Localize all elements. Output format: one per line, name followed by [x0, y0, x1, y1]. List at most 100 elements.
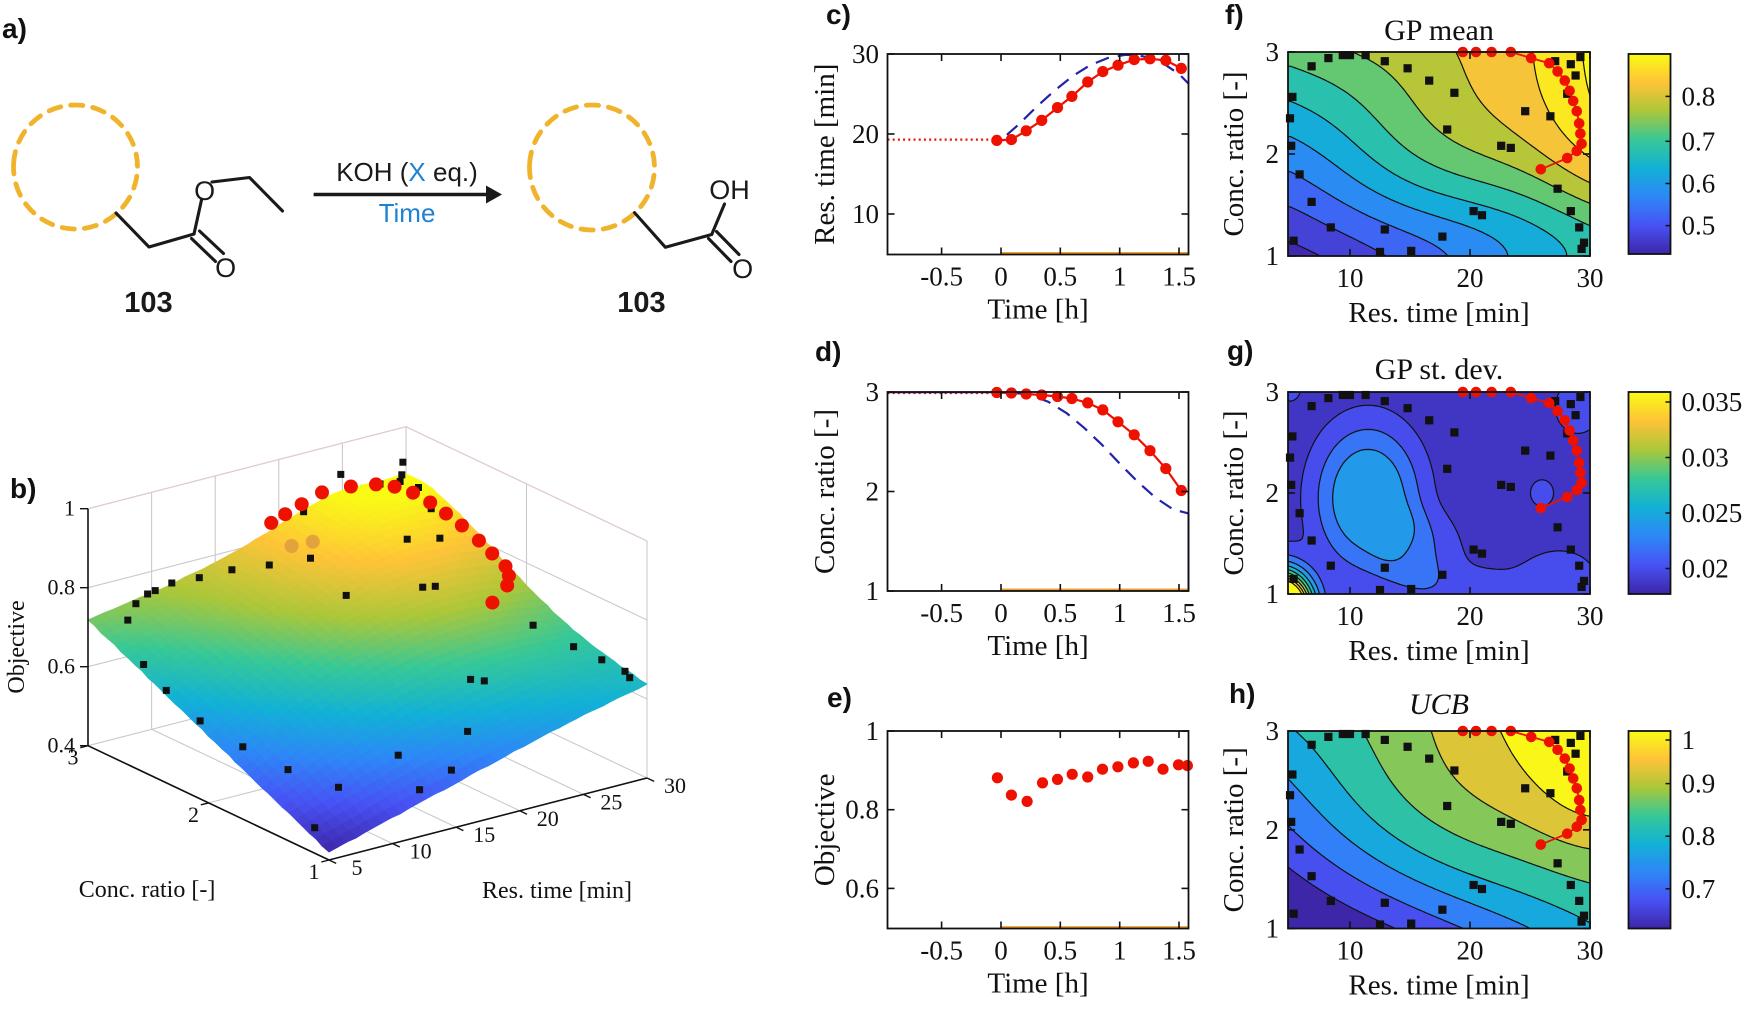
svg-text:30: 30 — [852, 39, 879, 69]
svg-text:0.035: 0.035 — [1682, 387, 1743, 417]
svg-text:2: 2 — [866, 477, 880, 507]
svg-text:O: O — [732, 254, 753, 284]
svg-text:UCB: UCB — [1409, 688, 1469, 721]
svg-text:0.8: 0.8 — [1682, 81, 1716, 111]
svg-text:e): e) — [827, 682, 852, 713]
svg-text:30: 30 — [1577, 601, 1604, 631]
svg-text:0.6: 0.6 — [48, 654, 76, 679]
svg-text:3: 3 — [1266, 377, 1280, 407]
svg-text:0.8: 0.8 — [48, 575, 76, 600]
svg-text:30: 30 — [664, 773, 686, 798]
svg-text:30: 30 — [1577, 936, 1604, 966]
svg-text:Conc. ratio [-]: Conc. ratio [-] — [79, 877, 216, 903]
svg-text:0.025: 0.025 — [1682, 498, 1743, 528]
svg-text:-0.5: -0.5 — [920, 262, 963, 292]
svg-text:1.5: 1.5 — [1162, 262, 1196, 292]
svg-text:Time [h]: Time [h] — [987, 630, 1088, 662]
svg-text:1: 1 — [1682, 725, 1696, 755]
svg-text:3: 3 — [1266, 37, 1280, 67]
svg-text:20: 20 — [1457, 263, 1484, 293]
svg-text:0.9: 0.9 — [1682, 769, 1716, 799]
svg-text:0.5: 0.5 — [1043, 936, 1077, 966]
svg-text:O: O — [215, 253, 236, 283]
svg-text:Objective: Objective — [809, 773, 841, 886]
svg-text:5: 5 — [352, 855, 363, 880]
svg-text:1.5: 1.5 — [1162, 598, 1196, 628]
svg-text:0.8: 0.8 — [1682, 821, 1716, 851]
svg-text:Conc. ratio [-]: Conc. ratio [-] — [809, 409, 841, 574]
svg-text:0.6: 0.6 — [1682, 169, 1716, 199]
svg-text:1: 1 — [1266, 241, 1280, 271]
svg-text:2: 2 — [1266, 478, 1280, 508]
svg-text:Res. time [min]: Res. time [min] — [1348, 970, 1529, 1002]
svg-text:0.5: 0.5 — [1043, 598, 1077, 628]
svg-text:d): d) — [815, 336, 841, 367]
svg-text:20: 20 — [537, 806, 559, 831]
svg-text:3: 3 — [68, 745, 79, 770]
svg-text:Res. time [min]: Res. time [min] — [482, 878, 632, 904]
svg-text:Conc. ratio [-]: Conc. ratio [-] — [1218, 410, 1250, 575]
svg-text:0.7: 0.7 — [1682, 874, 1716, 904]
svg-text:0.02: 0.02 — [1682, 554, 1729, 584]
svg-text:0.4: 0.4 — [48, 733, 76, 758]
svg-text:0: 0 — [994, 262, 1008, 292]
svg-text:Time [h]: Time [h] — [987, 968, 1088, 1000]
svg-text:1: 1 — [866, 576, 880, 606]
svg-text:10: 10 — [852, 199, 879, 229]
svg-text:103: 103 — [617, 287, 665, 319]
svg-text:0.03: 0.03 — [1682, 443, 1729, 473]
svg-text:b): b) — [10, 473, 36, 504]
svg-text:1: 1 — [1113, 262, 1127, 292]
svg-text:2: 2 — [1266, 815, 1280, 845]
svg-text:1: 1 — [309, 859, 320, 884]
svg-text:-0.5: -0.5 — [920, 598, 963, 628]
svg-text:Res. time [min]: Res. time [min] — [1348, 297, 1529, 329]
svg-text:30: 30 — [1577, 263, 1604, 293]
svg-text:1.5: 1.5 — [1162, 936, 1196, 966]
svg-text:2: 2 — [188, 802, 199, 827]
svg-text:c): c) — [826, 0, 851, 30]
svg-text:Res. time [min]: Res. time [min] — [809, 64, 841, 245]
svg-text:OH: OH — [709, 175, 750, 205]
svg-text:1: 1 — [1113, 598, 1127, 628]
svg-text:20: 20 — [1457, 936, 1484, 966]
svg-text:3: 3 — [1266, 716, 1280, 746]
svg-text:1: 1 — [1113, 936, 1127, 966]
svg-text:Time [h]: Time [h] — [987, 294, 1088, 326]
svg-text:0.6: 0.6 — [845, 873, 879, 903]
svg-text:103: 103 — [124, 287, 172, 319]
svg-text:h): h) — [1229, 678, 1255, 709]
svg-text:Time: Time — [379, 198, 436, 228]
svg-text:1: 1 — [1266, 914, 1280, 944]
svg-text:25: 25 — [600, 789, 622, 814]
svg-text:10: 10 — [1337, 936, 1364, 966]
svg-text:GP mean: GP mean — [1384, 14, 1494, 47]
svg-text:a): a) — [2, 13, 27, 44]
svg-text:O: O — [194, 176, 215, 206]
svg-text:g): g) — [1227, 335, 1253, 366]
svg-text:0.8: 0.8 — [845, 795, 879, 825]
svg-text:1: 1 — [1266, 579, 1280, 609]
svg-text:Conc. ratio [-]: Conc. ratio [-] — [1218, 747, 1250, 912]
svg-text:2: 2 — [1266, 139, 1280, 169]
svg-text:-0.5: -0.5 — [920, 936, 963, 966]
svg-text:3: 3 — [866, 377, 880, 407]
svg-text:GP st. dev.: GP st. dev. — [1375, 353, 1504, 386]
svg-text:Res. time [min]: Res. time [min] — [1348, 635, 1529, 667]
svg-text:10: 10 — [1337, 263, 1364, 293]
svg-text:Conc. ratio [-]: Conc. ratio [-] — [1218, 71, 1250, 236]
svg-text:f): f) — [1225, 0, 1244, 30]
svg-text:0.7: 0.7 — [1682, 126, 1716, 156]
svg-text:20: 20 — [852, 119, 879, 149]
svg-text:0: 0 — [994, 598, 1008, 628]
svg-text:15: 15 — [473, 822, 495, 847]
svg-text:10: 10 — [410, 839, 432, 864]
svg-text:0.5: 0.5 — [1682, 211, 1716, 241]
svg-text:20: 20 — [1457, 601, 1484, 631]
svg-text:0: 0 — [994, 936, 1008, 966]
svg-text:Objective: Objective — [4, 600, 30, 693]
svg-text:1: 1 — [866, 716, 880, 746]
svg-text:10: 10 — [1337, 601, 1364, 631]
svg-text:0.5: 0.5 — [1043, 262, 1077, 292]
svg-text:KOH (X eq.): KOH (X eq.) — [336, 157, 478, 187]
